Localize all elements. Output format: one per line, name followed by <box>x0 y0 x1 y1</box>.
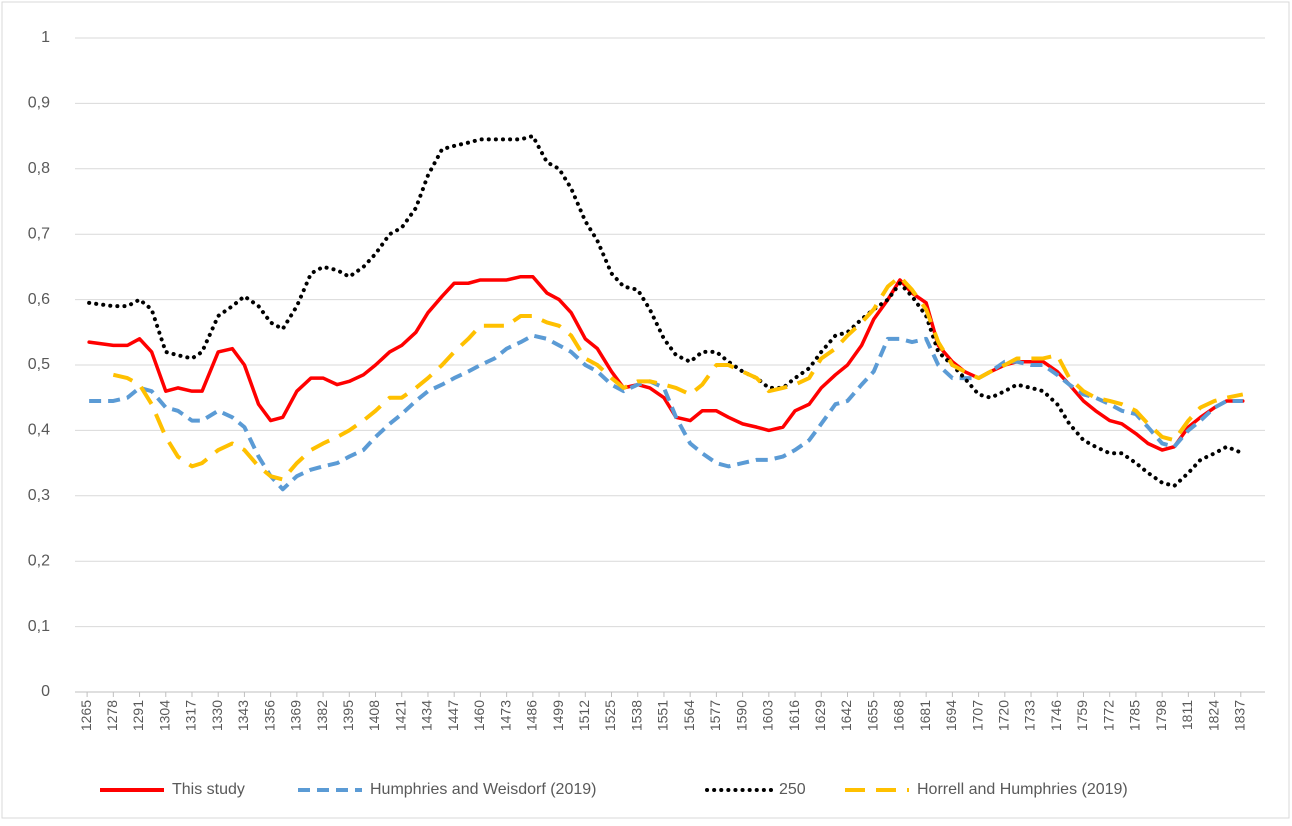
legend-label: This study <box>172 781 245 798</box>
x-tick-label: 1772 <box>1100 700 1116 731</box>
x-tick-label: 1486 <box>524 700 540 731</box>
x-tick-label: 1499 <box>550 700 566 731</box>
x-tick-label: 1720 <box>996 700 1012 731</box>
x-tick-label: 1733 <box>1022 700 1038 731</box>
x-tick-label: 1564 <box>681 700 697 731</box>
y-tick-label: 0,9 <box>28 95 50 112</box>
x-tick-label: 1265 <box>78 700 94 731</box>
x-tick-label: 1447 <box>445 700 461 731</box>
x-tick-label: 1330 <box>209 700 225 731</box>
x-tick-label: 1512 <box>576 700 592 731</box>
y-tick-label: 0,4 <box>28 422 50 439</box>
y-tick-label: 0,3 <box>28 487 50 504</box>
x-tick-label: 1577 <box>707 700 723 731</box>
x-tick-label: 1278 <box>104 700 120 731</box>
x-tick-label: 1837 <box>1231 700 1247 731</box>
x-tick-label: 1590 <box>733 700 749 731</box>
y-tick-label: 0,2 <box>28 552 50 569</box>
x-tick-label: 1824 <box>1205 700 1221 731</box>
y-tick-label: 1 <box>41 29 50 46</box>
y-tick-label: 0,1 <box>28 618 50 635</box>
x-tick-label: 1746 <box>1048 700 1064 731</box>
series-line <box>112 274 1244 482</box>
y-tick-label: 0 <box>41 683 50 700</box>
x-tick-label: 1668 <box>891 700 907 731</box>
series-line <box>89 333 1243 492</box>
x-tick-label: 1798 <box>1153 700 1169 731</box>
legend-label: 250 <box>779 781 806 798</box>
series-line <box>87 274 1245 452</box>
legend-label: Humphries and Weisdorf (2019) <box>370 781 596 798</box>
x-tick-label: 1395 <box>340 700 356 731</box>
x-tick-label: 1317 <box>183 700 199 731</box>
legend-label: Horrell and Humphries (2019) <box>917 781 1128 798</box>
x-tick-label: 1473 <box>497 700 513 731</box>
x-tick-label: 1408 <box>366 700 382 731</box>
series-line <box>87 134 1245 488</box>
x-tick-label: 1785 <box>1127 700 1143 731</box>
y-tick-label: 0,6 <box>28 291 50 308</box>
x-tick-label: 1304 <box>156 700 172 731</box>
x-tick-label: 1629 <box>812 700 828 731</box>
x-tick-label: 1382 <box>314 700 330 731</box>
x-tick-label: 1538 <box>628 700 644 731</box>
x-tick-label: 1291 <box>130 700 146 731</box>
y-tick-label: 0,7 <box>28 225 50 242</box>
x-tick-label: 1421 <box>392 700 408 731</box>
y-tick-label: 0,8 <box>28 160 50 177</box>
x-tick-label: 1616 <box>786 700 802 731</box>
x-tick-label: 1356 <box>261 700 277 731</box>
y-tick-label: 0,5 <box>28 356 50 373</box>
x-tick-label: 1460 <box>471 700 487 731</box>
x-tick-label: 1603 <box>760 700 776 731</box>
x-tick-label: 1811 <box>1179 700 1195 730</box>
x-tick-label: 1707 <box>969 700 985 731</box>
x-tick-label: 1642 <box>838 700 854 731</box>
x-tick-label: 1655 <box>864 700 880 731</box>
x-tick-label: 1759 <box>1074 700 1090 731</box>
x-tick-label: 1694 <box>943 700 959 731</box>
x-tick-label: 1434 <box>419 700 435 731</box>
x-tick-label: 1343 <box>235 700 251 731</box>
x-tick-label: 1525 <box>602 700 618 731</box>
x-tick-label: 1681 <box>917 700 933 731</box>
x-tick-label: 1551 <box>655 700 671 731</box>
x-tick-label: 1369 <box>288 700 304 731</box>
